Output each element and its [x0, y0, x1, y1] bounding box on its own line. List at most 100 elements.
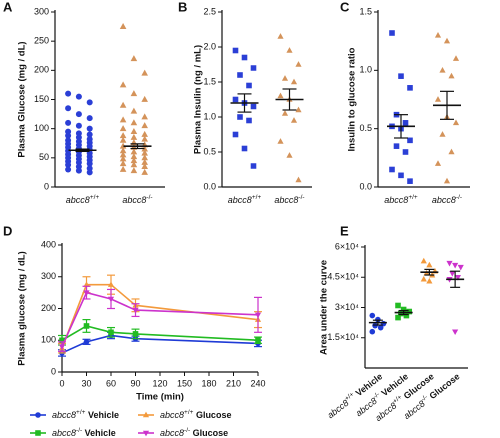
data-point: [295, 176, 302, 183]
data-point: [141, 168, 148, 175]
y-tick-label: 300: [34, 6, 49, 16]
data-point: [281, 75, 289, 81]
data-point: [119, 160, 127, 167]
data-point: [395, 314, 401, 321]
y-tick-label: 0.5: [203, 146, 216, 156]
y-tick-label: 0.0: [359, 181, 372, 191]
y-tick-label: 6×10⁴: [335, 241, 359, 251]
data-point: [452, 329, 459, 336]
y-tick-label: 0.5: [359, 123, 372, 133]
data-point: [86, 160, 93, 167]
data-point: [454, 275, 462, 281]
x-tick-label: abcc8+/+: [228, 194, 262, 206]
y-tick-label: 1.0: [359, 65, 372, 75]
data-point: [452, 262, 459, 269]
x-tick-label: 0: [59, 378, 64, 388]
y-axis-label: Area under the curve: [319, 260, 330, 355]
legend-label: abcc8+/+ Glucose: [160, 409, 231, 421]
legend-marker: [142, 430, 150, 437]
data-point: [281, 110, 289, 116]
x-tick-label: 180: [201, 378, 216, 388]
x-tick-label: 90: [130, 378, 140, 388]
data-point: [108, 329, 114, 336]
y-tick-label: 400: [41, 239, 56, 249]
data-point: [420, 275, 427, 282]
data-point: [372, 322, 378, 329]
data-point: [130, 153, 138, 160]
data-point: [119, 151, 127, 158]
y-tick-label: 250: [34, 36, 49, 46]
data-point: [295, 106, 302, 113]
data-point: [277, 33, 284, 39]
data-point: [449, 270, 456, 277]
y-tick-label: 4.5×10⁴: [327, 272, 359, 282]
data-point: [119, 22, 127, 29]
data-point: [141, 69, 148, 76]
data-point: [130, 55, 138, 62]
y-axis-label: Plasma glucose (mg / dL): [17, 251, 28, 366]
data-point: [119, 165, 127, 172]
data-point: [250, 65, 257, 71]
x-tick-label: 30: [81, 378, 91, 388]
x-tick-label: 120: [152, 378, 167, 388]
legend-label: abcc8-/- Vehicle: [52, 427, 116, 438]
y-tick-label: 200: [34, 65, 49, 75]
data-point: [246, 82, 252, 89]
data-point: [407, 137, 413, 144]
data-point: [369, 328, 376, 335]
data-point: [119, 101, 127, 108]
data-point: [426, 261, 433, 268]
data-point: [443, 37, 451, 44]
data-point: [130, 107, 138, 114]
x-tick-label: 150: [177, 378, 192, 388]
data-point: [58, 344, 66, 350]
y-tick-label: 0: [44, 181, 49, 191]
data-point: [130, 119, 138, 126]
data-point: [141, 95, 148, 102]
data-point: [389, 166, 395, 173]
data-point: [407, 85, 413, 91]
y-tick-label: 300: [41, 271, 56, 281]
panel-label: B: [178, 0, 187, 14]
data-point: [277, 138, 284, 144]
data-point: [132, 307, 139, 314]
data-point: [130, 127, 138, 134]
data-point: [119, 81, 127, 88]
data-point: [132, 331, 139, 337]
data-point: [130, 133, 138, 140]
data-point: [75, 167, 82, 174]
data-point: [141, 162, 148, 169]
x-tick-label: abcc8+/+: [384, 194, 418, 206]
data-point: [141, 158, 148, 165]
data-point: [446, 260, 453, 267]
data-point: [232, 47, 239, 54]
data-point: [83, 290, 90, 296]
data-point: [277, 92, 284, 99]
y-axis-label: Plasma Insulin (ng / mL): [193, 45, 204, 154]
legend-marker: [35, 412, 41, 418]
data-point: [403, 312, 410, 319]
data-point: [290, 78, 298, 85]
data-point: [65, 132, 72, 139]
data-point: [75, 93, 82, 100]
data-point: [369, 312, 376, 319]
data-point: [375, 316, 381, 323]
data-point: [389, 30, 395, 36]
data-point: [65, 161, 72, 168]
data-point: [395, 302, 401, 309]
data-point: [86, 131, 93, 138]
data-point: [237, 72, 243, 78]
y-tick-label: 2.0: [203, 41, 216, 51]
data-point: [434, 31, 442, 38]
x-tick-label: 60: [106, 378, 116, 388]
data-point: [141, 154, 148, 161]
data-point: [232, 131, 239, 138]
data-point: [119, 136, 127, 143]
panel-label: E: [340, 223, 349, 238]
y-tick-label: 50: [39, 152, 49, 162]
data-point: [65, 119, 72, 126]
data-point: [407, 178, 413, 184]
y-axis-label: Insulin to glucose ratio: [347, 47, 358, 151]
legend-marker: [35, 430, 41, 436]
